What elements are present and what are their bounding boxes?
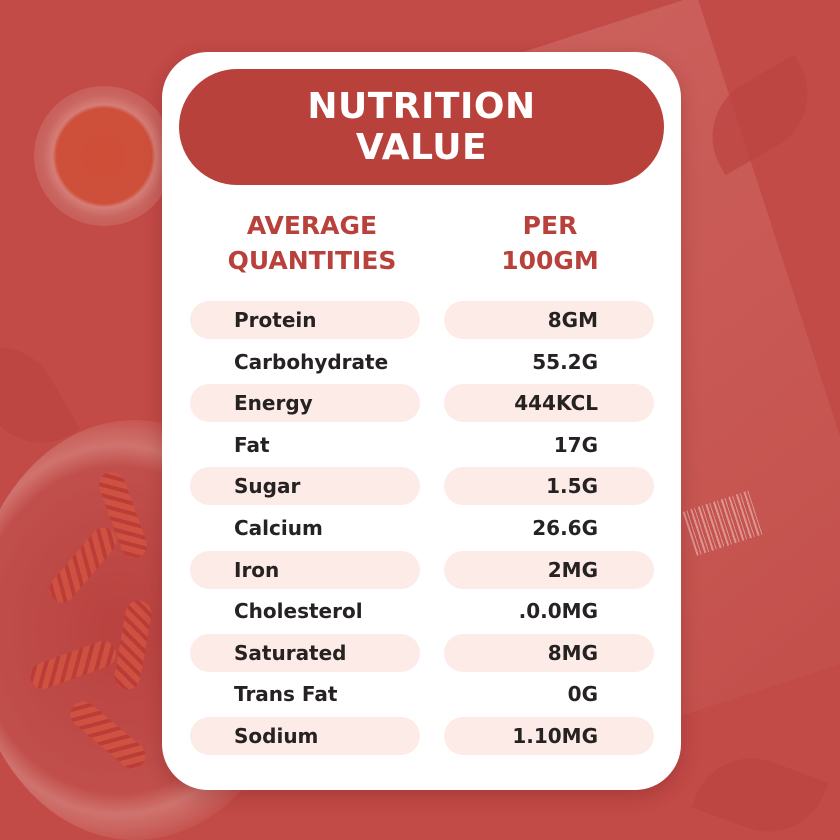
nutrient-value: 26.6G [532,515,598,540]
nutrient-value: 55.2G [532,349,598,374]
table-row: Trans Fat 0G [190,674,654,716]
nutrient-name: Protein [190,301,420,339]
table-row: Sodium 1.10MG [190,716,654,758]
nutrient-value: .0.0MG [518,599,598,624]
column-header-left-line-1: AVERAGE [246,211,378,240]
table-row: Saturated 8MG [190,633,654,675]
nutrient-name: Trans Fat [234,682,338,707]
table-row: Fat 17G [190,425,654,467]
column-header-right-line-2: 100GM [501,246,599,275]
column-header-left-line-2: QUANTITIES [227,246,397,275]
nutrition-card: NUTRITION VALUE AVERAGE QUANTITIES PER 1… [162,52,681,790]
nutrient-value: 8GM [444,301,654,339]
nutrient-value: 444KCL [444,384,654,423]
table-row: Protein 8GM [190,300,654,342]
nutrient-name: Saturated [190,633,420,672]
column-header-quantities: AVERAGE QUANTITIES [202,208,422,278]
nutrient-name: Cholesterol [234,599,363,624]
sauce-bowl-image [34,86,174,226]
nutrient-value: 8MG [444,633,654,672]
nutrient-name: Fat [234,432,270,457]
table-row: Calcium 26.6G [190,508,654,550]
nutrient-name: Energy [190,384,420,423]
table-row: Sugar 1.5G [190,466,654,508]
title-line-1: NUTRITION [307,86,536,127]
nutrient-name: Carbohydrate [234,349,389,374]
nutrient-value: 1.10MG [444,716,654,755]
nutrient-value: 17G [553,432,598,457]
nutrient-value: 1.5G [444,467,654,506]
table-row: Iron 2MG [190,550,654,592]
title-banner: NUTRITION VALUE [179,69,664,185]
nutrient-name: Sugar [190,467,420,506]
nutrient-value: 2MG [444,550,654,589]
nutrient-value: 0G [567,682,598,707]
title-line-2: VALUE [355,127,488,168]
table-row: Cholesterol .0.0MG [190,591,654,633]
column-header-right-line-1: PER [522,211,578,240]
nutrient-name: Calcium [234,515,323,540]
table-row: Carbohydrate 55.2G [190,342,654,384]
nutrient-name: Sodium [190,716,420,755]
table-row: Energy 444KCL [190,383,654,425]
nutrition-table: Protein 8GM Carbohydrate 55.2G Energy 44… [190,300,654,758]
nutrient-name: Iron [190,550,420,589]
column-header-per-100gm: PER 100GM [472,208,628,278]
